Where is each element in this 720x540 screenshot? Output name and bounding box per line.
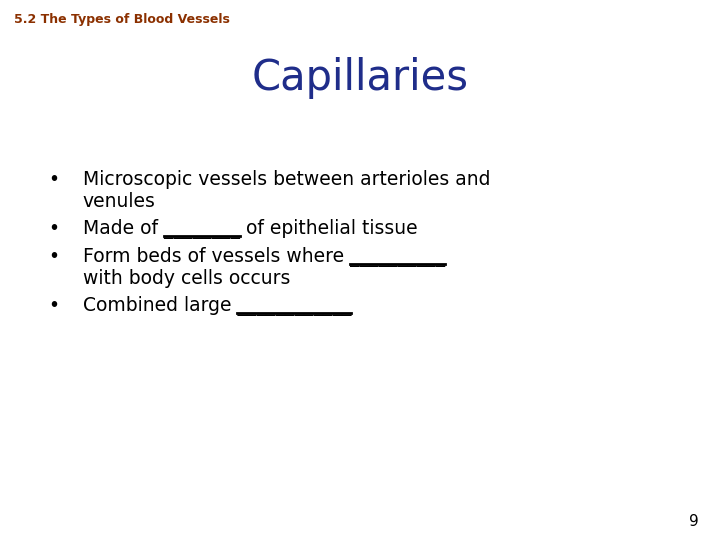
- Text: •: •: [48, 170, 60, 189]
- Text: Made of ________ of epithelial tissue: Made of ________ of epithelial tissue: [83, 219, 418, 239]
- Text: •: •: [48, 219, 60, 238]
- Text: Combined large ____________: Combined large ____________: [83, 296, 351, 316]
- Text: Capillaries: Capillaries: [251, 57, 469, 99]
- Text: 9: 9: [688, 514, 698, 529]
- Text: •: •: [48, 247, 60, 266]
- Text: with body cells occurs: with body cells occurs: [83, 269, 290, 288]
- Text: Form beds of vessels where __________: Form beds of vessels where __________: [83, 247, 445, 267]
- Text: Microscopic vessels between arterioles and: Microscopic vessels between arterioles a…: [83, 170, 490, 189]
- Text: 5.2 The Types of Blood Vessels: 5.2 The Types of Blood Vessels: [14, 14, 230, 26]
- Text: venules: venules: [83, 192, 156, 211]
- Text: •: •: [48, 296, 60, 315]
